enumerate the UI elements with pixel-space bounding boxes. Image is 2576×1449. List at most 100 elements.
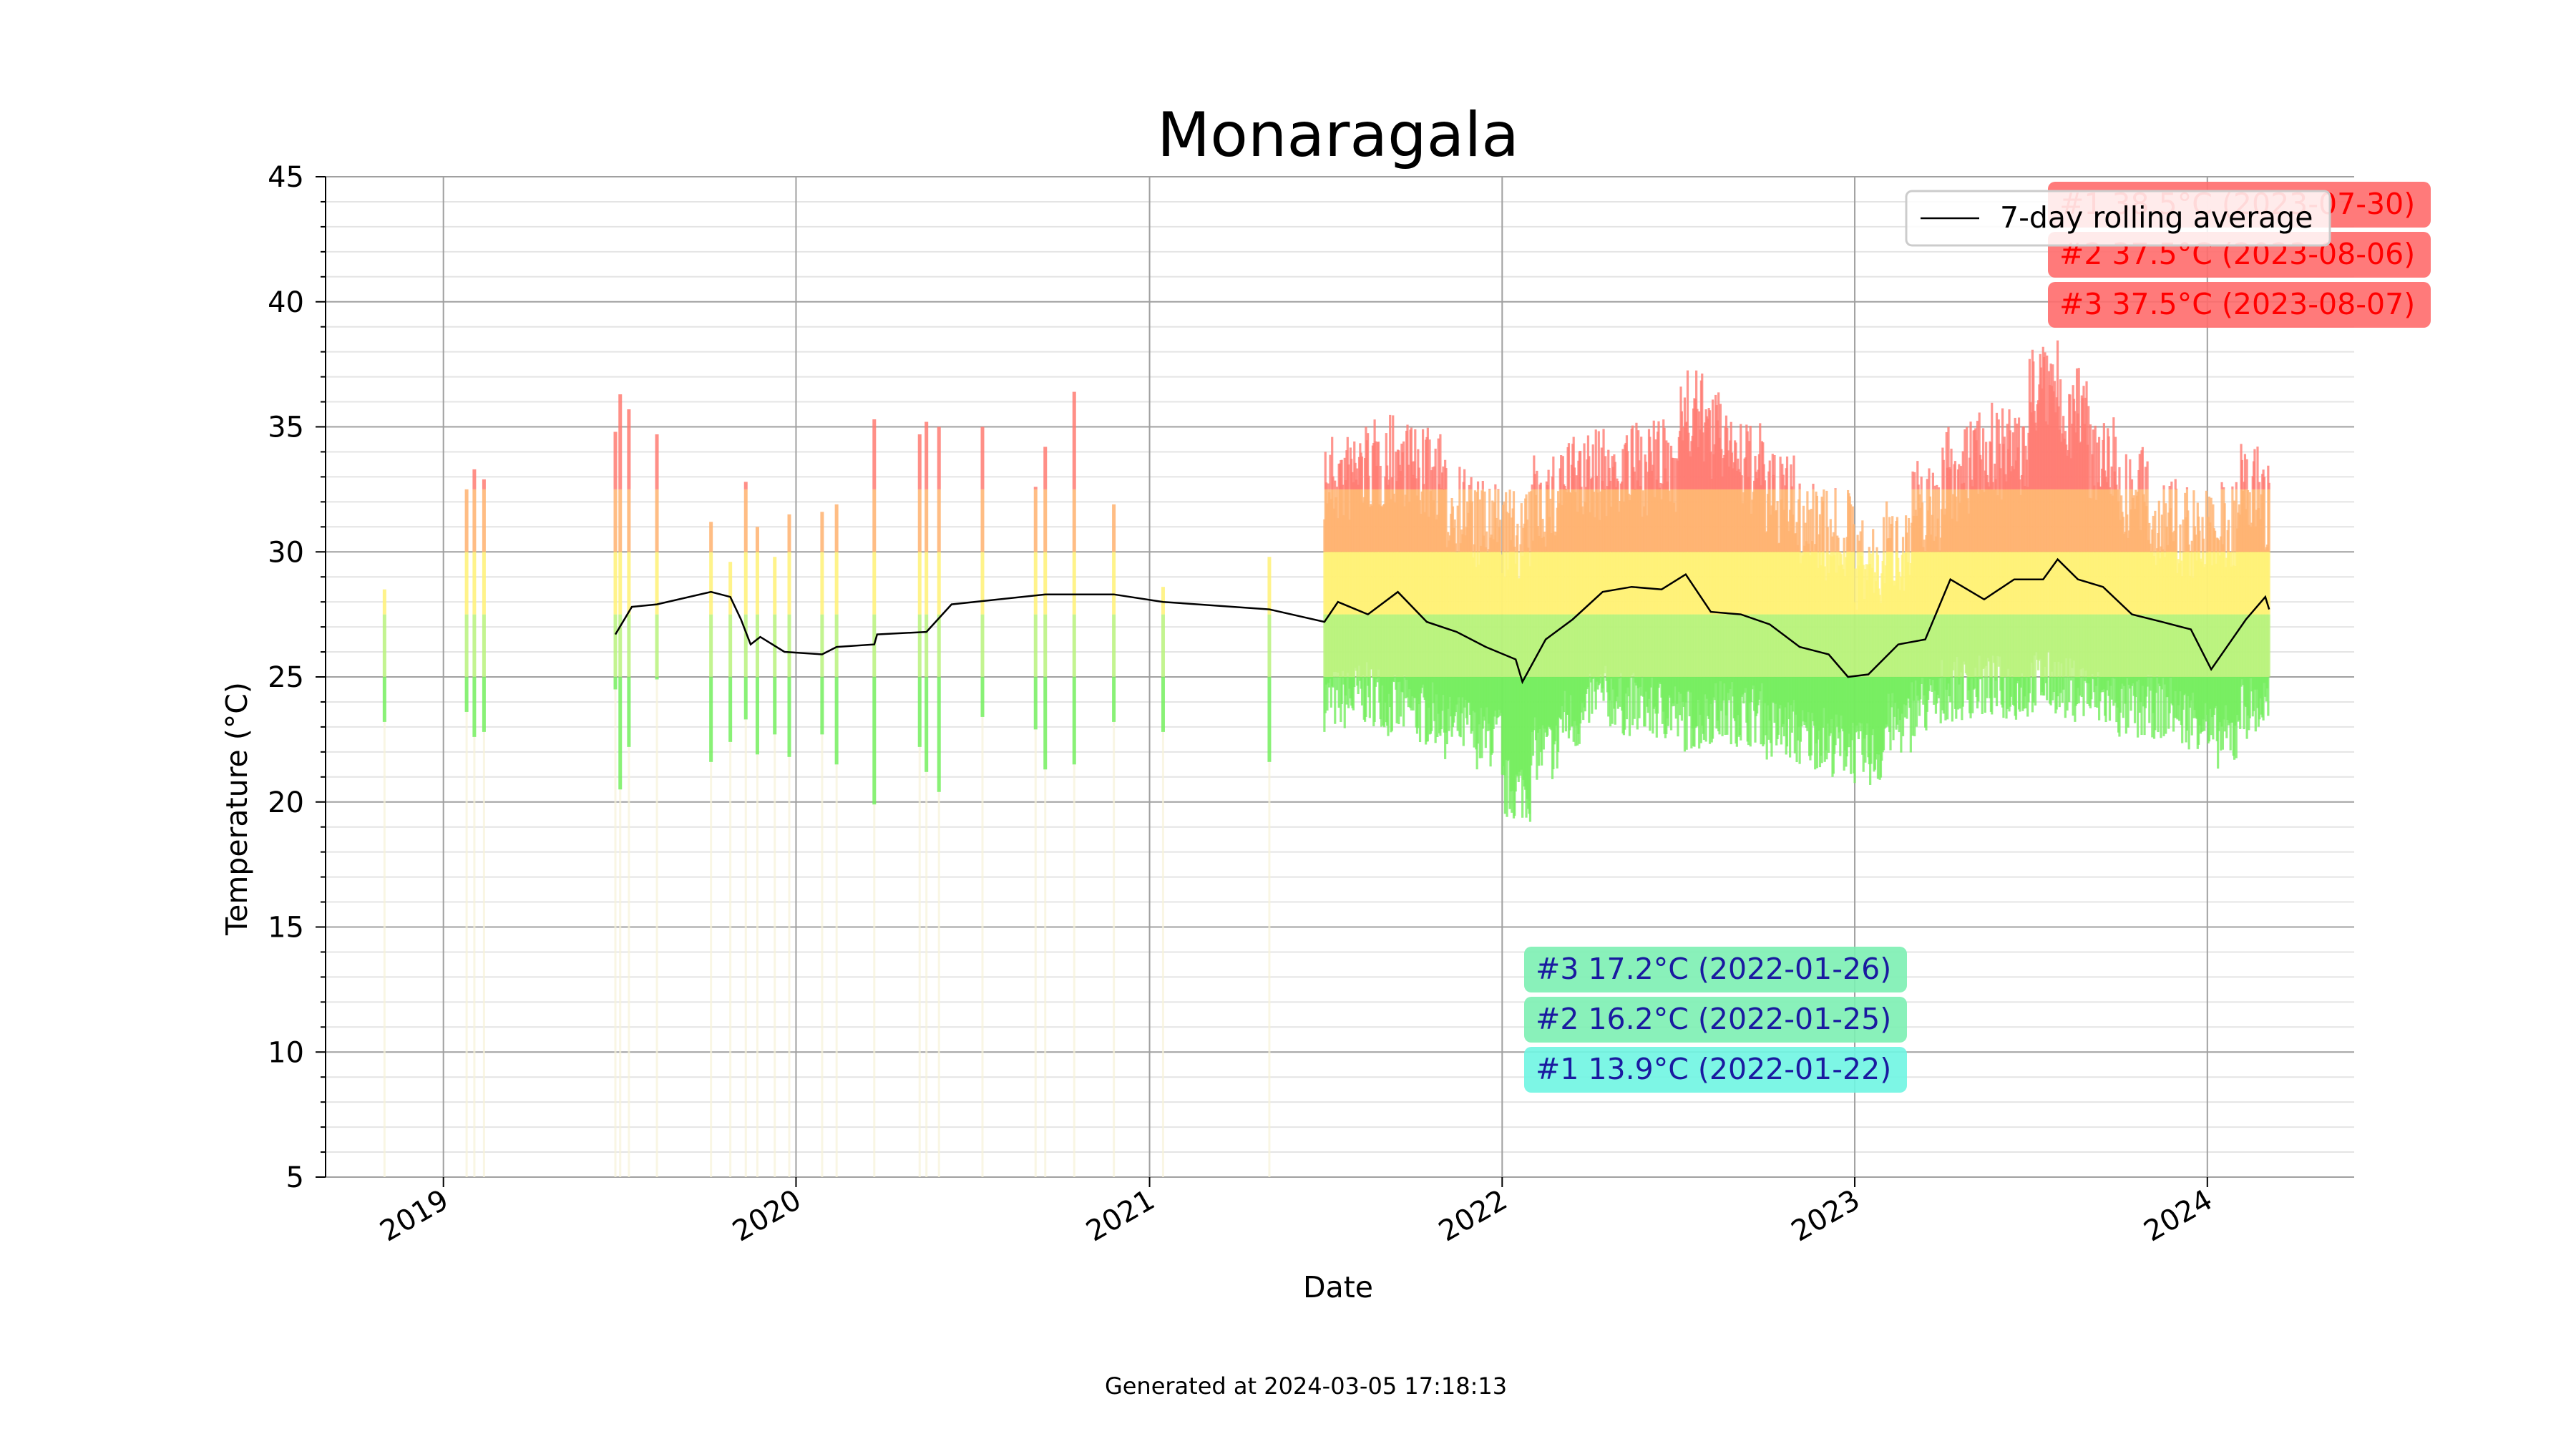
temperature-bar: [1635, 422, 1638, 489]
faint-bar-stub: [1268, 761, 1271, 1177]
temperature-bar: [1033, 614, 1038, 677]
temperature-bar: [1663, 427, 1666, 489]
temperature-bar: [482, 614, 486, 677]
temperature-bar: [872, 419, 877, 489]
temperature-bar: [2162, 485, 2165, 489]
faint-bar-stub: [465, 711, 468, 1177]
temperature-bar: [2043, 677, 2046, 696]
temperature-bar: [2223, 503, 2226, 552]
temperature-bar: [1746, 431, 1749, 489]
temperature-bar: [1911, 471, 1914, 489]
temperature-bar: [1448, 677, 1450, 731]
faint-bar-stub: [918, 746, 921, 1177]
temperature-bar: [1667, 677, 1670, 726]
temperature-bar: [1955, 677, 1958, 719]
temperature-bar: [655, 677, 659, 680]
temperature-bar: [1749, 426, 1752, 489]
temperature-bar: [1406, 424, 1409, 489]
temperature-bar: [1853, 524, 1855, 552]
temperature-bar: [1594, 677, 1597, 710]
temperature-bar: [1611, 677, 1614, 724]
faint-bar-stub: [1044, 769, 1047, 1177]
temperature-bar: [1950, 449, 1953, 489]
temperature-bar: [1829, 519, 1832, 552]
temperature-bar: [1485, 531, 1488, 552]
temperature-bar: [2064, 677, 2067, 718]
temperature-bar: [1900, 677, 1903, 753]
temperature-bar: [618, 394, 623, 489]
temperature-bar: [2025, 459, 2028, 489]
temperature-bar: [1770, 677, 1773, 757]
temperature-bar: [834, 504, 839, 552]
temperature-bar: [1937, 487, 1941, 489]
y-tick-label: 35: [268, 411, 304, 444]
temperature-bar: [1868, 547, 1870, 552]
temperature-bar: [1991, 482, 1994, 489]
temperature-bar: [1823, 489, 1825, 552]
temperature-bar: [1513, 546, 1516, 552]
temperature-bar: [1986, 474, 1989, 489]
temperature-bar: [1422, 429, 1425, 489]
temperature-bar: [2195, 535, 2197, 552]
temperature-bar: [2017, 417, 2021, 489]
temperature-bar: [1854, 568, 1857, 615]
temperature-bar: [1414, 429, 1417, 489]
temperature-bar: [2011, 432, 2015, 489]
temperature-bar: [1735, 442, 1737, 489]
temperature-bar: [1552, 489, 1555, 552]
temperature-bar: [2019, 479, 2021, 489]
temperature-bar: [2220, 489, 2223, 552]
temperature-bar: [1913, 472, 1916, 489]
temperature-bar: [709, 614, 713, 677]
temperature-bar: [1437, 438, 1440, 489]
faint-bar-stub: [821, 734, 824, 1177]
temperature-bar: [1267, 677, 1272, 762]
temperature-bar: [1649, 677, 1652, 731]
temperature-bar: [1909, 677, 1912, 753]
temperature-bar: [1491, 500, 1494, 552]
temperature-bar: [2256, 447, 2259, 489]
temperature-bar: [1539, 489, 1542, 552]
temperature-bar: [1591, 677, 1594, 679]
temperature-bar: [2175, 489, 2178, 552]
temperature-bar: [382, 677, 386, 722]
temperature-bar: [1740, 475, 1743, 489]
temperature-bar: [1580, 487, 1583, 489]
temperature-bar: [1971, 677, 1974, 713]
temperature-bar: [1963, 429, 1966, 489]
temperature-bar: [1762, 677, 1765, 745]
temperature-bar: [627, 677, 631, 747]
temperature-bar: [1712, 677, 1714, 739]
temperature-bar: [1608, 467, 1611, 489]
y-tick-label: 5: [286, 1161, 304, 1194]
temperature-bar: [2214, 530, 2217, 552]
faint-bar-stub: [729, 741, 732, 1177]
temperature-bar: [1802, 505, 1805, 552]
temperature-bar: [1616, 481, 1619, 489]
temperature-bar: [1609, 677, 1612, 727]
temperature-bar: [1347, 677, 1350, 708]
temperature-bar: [1875, 547, 1878, 552]
temperature-bar: [1810, 677, 1813, 756]
temperature-bar: [872, 552, 877, 615]
temperature-bar: [1633, 677, 1636, 719]
temperature-bar: [1928, 468, 1931, 489]
temperature-bar: [1876, 555, 1880, 615]
temperature-bar: [755, 527, 759, 552]
temperature-bar: [472, 552, 477, 615]
temperature-bar: [2246, 489, 2250, 552]
temperature-bar: [1944, 677, 1947, 721]
temperature-bar: [2087, 406, 2090, 489]
temperature-bar: [1340, 677, 1343, 704]
temperature-bar: [1526, 519, 1528, 552]
temperature-bar: [1072, 391, 1076, 489]
temperature-bar: [1531, 489, 1533, 552]
temperature-bar: [1345, 677, 1348, 705]
y-tick-label: 15: [268, 912, 304, 945]
temperature-bar: [2096, 677, 2099, 708]
temperature-bar: [1161, 587, 1165, 615]
temperature-bar: [2032, 677, 2035, 703]
temperature-bar: [2014, 417, 2016, 489]
temperature-bar: [1331, 436, 1334, 489]
temperature-bar: [755, 677, 759, 755]
